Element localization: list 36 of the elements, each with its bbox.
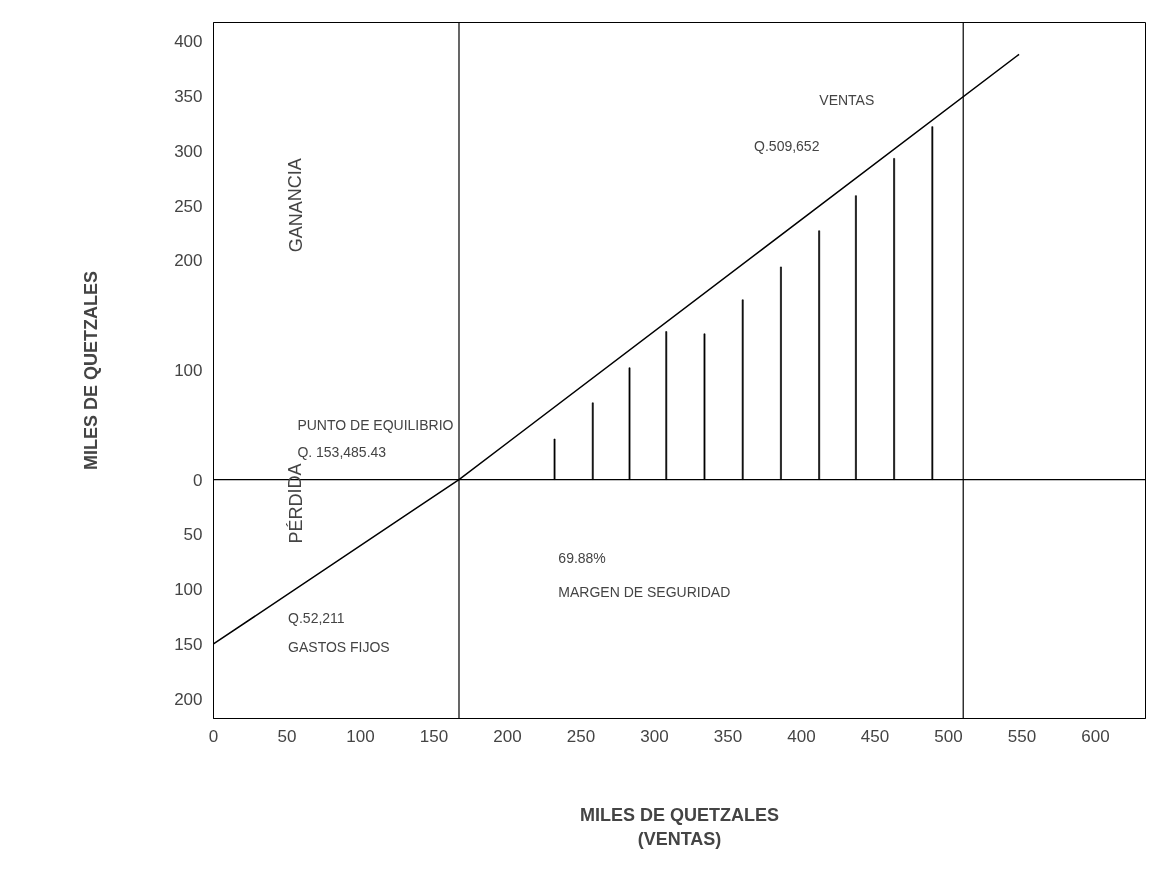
y-tick-label: 250 bbox=[174, 196, 203, 216]
y-tick-label: 50 bbox=[183, 525, 203, 545]
y-tick-label: 100 bbox=[174, 360, 203, 380]
y-tick-label: 0 bbox=[193, 470, 203, 490]
y-tick-label: 300 bbox=[174, 141, 203, 161]
y-tick-label: 400 bbox=[174, 32, 203, 52]
annotation: Q.52,211 bbox=[288, 610, 345, 627]
x-tick-label: 600 bbox=[1081, 726, 1110, 746]
annotation: Q. 153,485.43 bbox=[297, 444, 387, 461]
annotation: GANANCIA bbox=[285, 158, 306, 253]
x-tick-label: 150 bbox=[419, 726, 449, 746]
x-tick-label: 550 bbox=[1007, 726, 1037, 746]
x-tick-label: 200 bbox=[493, 726, 522, 746]
y-tick-label: 200 bbox=[174, 689, 203, 709]
x-tick-label: 500 bbox=[934, 726, 963, 746]
x-tick-label: 100 bbox=[346, 726, 375, 746]
y-axis-title: MILES DE QUETZALES bbox=[81, 270, 102, 471]
annotation: 69.88% bbox=[558, 550, 606, 567]
y-tick-label: 350 bbox=[174, 86, 203, 106]
annotation: MARGEN DE SEGURIDAD bbox=[558, 583, 731, 600]
x-tick-label: 350 bbox=[713, 726, 743, 746]
x-axis-title: MILES DE QUETZALES (VENTAS) bbox=[579, 804, 780, 849]
annotation: GASTOS FIJOS bbox=[288, 638, 390, 655]
x-tick-label: 400 bbox=[787, 726, 816, 746]
x-tick-label: 450 bbox=[860, 726, 890, 746]
x-tick-label: 0 bbox=[208, 726, 219, 746]
annotation: VENTAS bbox=[819, 92, 875, 109]
x-tick-label: 300 bbox=[640, 726, 669, 746]
x-tick-label: 50 bbox=[277, 726, 297, 746]
x-tick-label: 250 bbox=[566, 726, 596, 746]
annotation: Q.509,652 bbox=[754, 137, 820, 154]
y-tick-label: 200 bbox=[174, 251, 203, 271]
annotation: PÉRDIDA bbox=[285, 463, 306, 544]
y-tick-label: 100 bbox=[174, 580, 203, 600]
annotation: PUNTO DE EQUILIBRIO bbox=[297, 416, 454, 433]
y-tick-label: 150 bbox=[174, 634, 203, 654]
